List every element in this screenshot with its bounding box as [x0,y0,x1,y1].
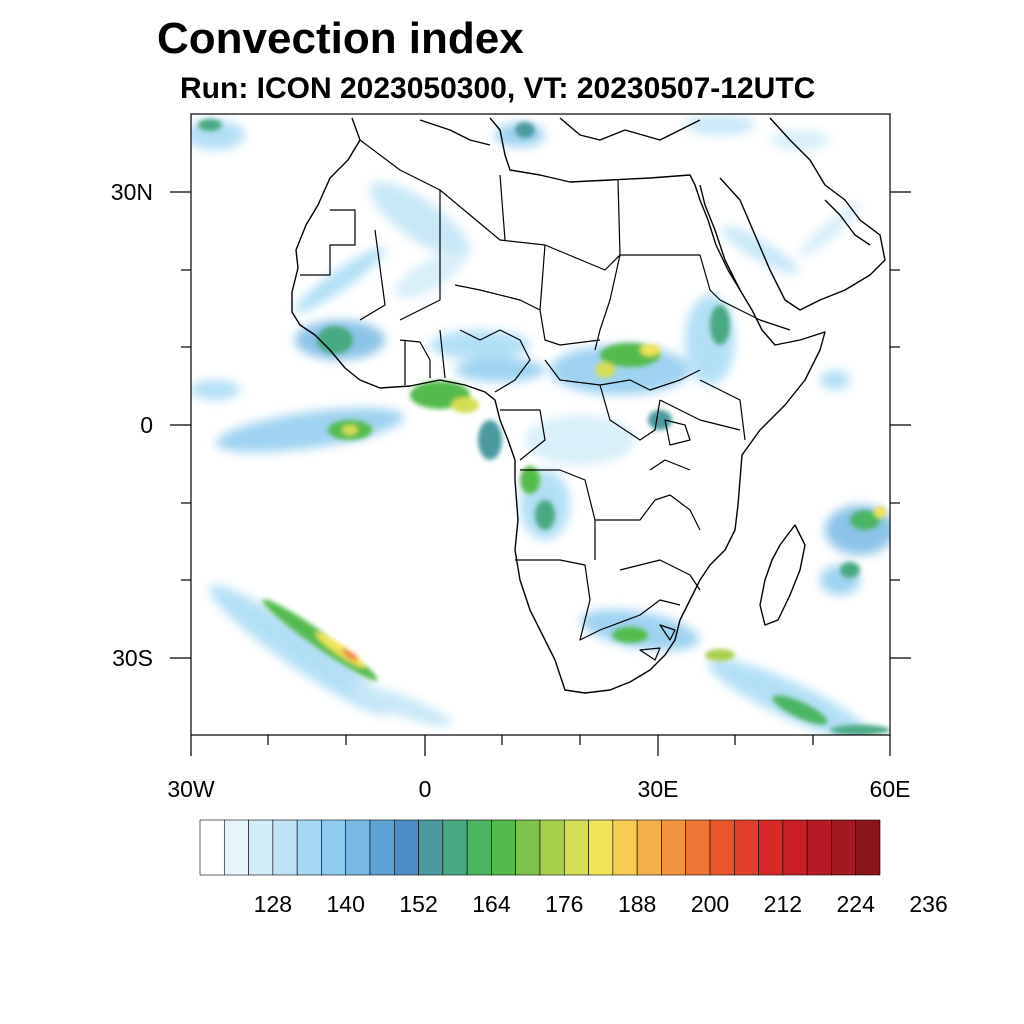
colorbar-label: 212 [764,891,802,917]
axis-ticks [170,191,911,756]
x-tick-label: 30E [638,776,679,802]
colorbar-label: 140 [327,891,365,917]
colorbar-box [758,819,784,876]
colorbar-label: 128 [254,891,292,917]
colorbar-box [248,819,274,876]
colorbar-box [733,819,759,876]
colorbar-box [369,819,395,876]
colorbar-box [491,819,517,876]
map-subtitle: Run: ICON 2023050300, VT: 20230507-12UTC [180,72,816,105]
colorbar-box [223,819,249,876]
y-tick-label: 30S [112,645,153,671]
colorbar-box [612,819,638,876]
colorbar-box [831,819,857,876]
colorbar-box [321,819,347,876]
colorbar-box [563,819,589,876]
colorbar-box [296,819,322,876]
colorbar-box [661,819,687,876]
colorbar-box [393,819,419,876]
map-title: Convection index [157,14,524,63]
x-tick-label: 0 [419,776,432,802]
colorbar-box [855,819,881,876]
colorbar-box [442,819,468,876]
colorbar-label: 152 [399,891,437,917]
colorbar-box [782,819,808,876]
colorbar-box [515,819,541,876]
colorbar-box [199,819,225,876]
colorbar-box [806,819,832,876]
colorbar-box [636,819,662,876]
convection-field [191,115,890,735]
colorbar-label: 200 [691,891,729,917]
colorbar-box [588,819,614,876]
country-borders [300,139,791,661]
colorbar-box [709,819,735,876]
colorbar-label: 224 [837,891,876,917]
colorbar-box [418,819,444,876]
x-tick-label: 60E [870,776,911,802]
colorbar-label: 236 [909,891,947,917]
colorbar [199,819,881,876]
x-tick-label: 30W [167,776,215,802]
colorbar-label: 176 [545,891,583,917]
colorbar-label: 164 [472,891,511,917]
y-tick-label: 0 [140,412,153,438]
colorbar-box [685,819,711,876]
y-tick-label: 30N [111,179,153,205]
colorbar-label: 188 [618,891,656,917]
coastlines [291,117,886,694]
colorbar-box [539,819,565,876]
colorbar-labels: 128 140 152 164 176 188 200 212 224 236 [254,891,948,917]
colorbar-box [466,819,492,876]
colorbar-box [345,819,371,876]
colorbar-box [272,819,298,876]
